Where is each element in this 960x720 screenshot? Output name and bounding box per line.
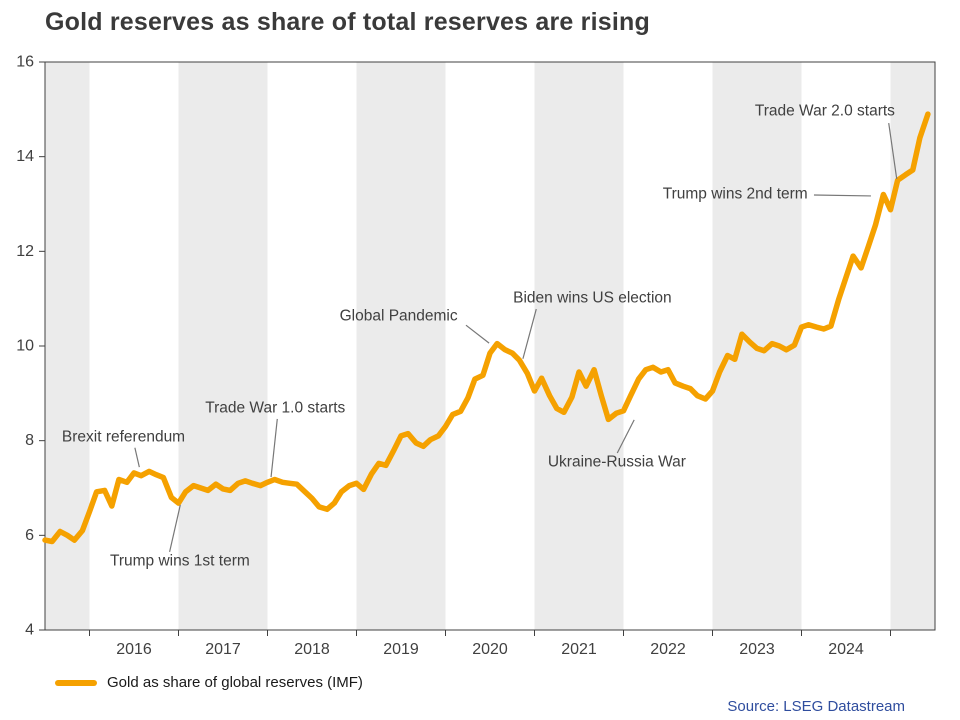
x-axis-tick-label: 2023 (739, 641, 775, 658)
annotation-label: Trade War 1.0 starts (205, 400, 345, 417)
y-axis-tick-label: 6 (25, 527, 34, 544)
x-axis-tick-label: 2022 (650, 641, 686, 658)
annotation-label: Ukraine-Russia War (548, 453, 686, 470)
annotation-line (616, 419, 635, 454)
y-axis-tick-label: 10 (16, 338, 34, 355)
annotation-line (270, 418, 278, 478)
source-credit: Source: LSEG Datastream (727, 698, 905, 715)
annotation-label: Trump wins 1st term (110, 552, 250, 569)
annotation-line (813, 194, 871, 197)
year-band (356, 62, 446, 630)
annotation-label: Biden wins US election (513, 290, 672, 307)
annotation-line (169, 504, 181, 553)
annotation-line (134, 447, 140, 468)
year-band (178, 62, 268, 630)
x-axis-tick-label: 2021 (561, 641, 597, 658)
annotation-label: Brexit referendum (62, 428, 185, 445)
year-band (534, 62, 624, 630)
x-axis-tick-label: 2019 (383, 641, 419, 658)
year-band (890, 62, 935, 630)
y-axis-tick-label: 16 (16, 54, 34, 71)
y-axis-tick-label: 12 (16, 243, 34, 260)
y-axis-tick-label: 8 (25, 432, 34, 449)
annotation-line (522, 308, 537, 359)
y-axis-tick-label: 4 (25, 622, 34, 639)
chart-title: Gold reserves as share of total reserves… (45, 8, 650, 36)
legend-line-swatch (55, 679, 97, 686)
series-line (42, 111, 931, 545)
annotation-label: Trade War 2.0 starts (755, 102, 895, 119)
year-band (45, 62, 90, 630)
x-axis-tick-label: 2018 (294, 641, 330, 658)
annotation-line (465, 324, 490, 344)
y-axis-tick-label: 14 (16, 148, 34, 165)
x-axis-tick-label: 2024 (828, 641, 864, 658)
x-axis-tick-label: 2017 (205, 641, 241, 658)
annotation-label: Global Pandemic (340, 308, 458, 325)
legend-label: Gold as share of global reserves (IMF) (107, 674, 363, 691)
legend: Gold as share of global reserves (IMF) (55, 674, 363, 691)
annotation-line (888, 122, 898, 179)
x-axis-tick-label: 2016 (116, 641, 152, 658)
x-axis-tick-label: 2020 (472, 641, 508, 658)
annotation-label: Trump wins 2nd term (663, 186, 808, 203)
